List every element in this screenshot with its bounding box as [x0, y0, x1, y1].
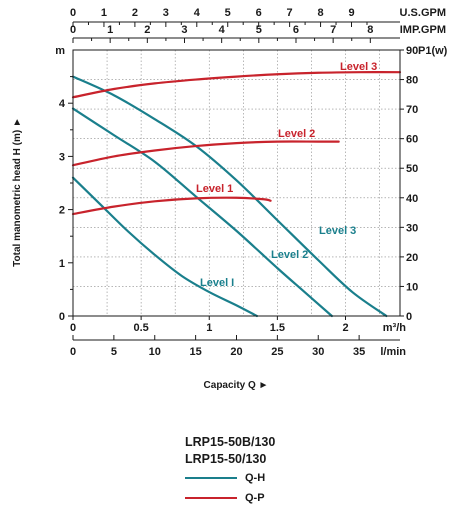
x-tick-label: 1 — [206, 322, 212, 334]
usgpm-tick-label: 4 — [194, 7, 201, 19]
x-tick-label: 1.5 — [270, 322, 285, 334]
usgpm-tick-label: 6 — [256, 7, 262, 19]
lmin-tick-label: 5 — [111, 346, 117, 358]
qh-label-level-i: Level I — [200, 277, 234, 289]
axes — [68, 21, 404, 341]
lmin-tick-label: 0 — [70, 346, 76, 358]
y2-tick-label: 70 — [406, 104, 418, 116]
qh-label-level-2: Level 2 — [271, 249, 308, 261]
qh-curve-level-2 — [71, 107, 333, 318]
qp-curve-level-2 — [71, 140, 340, 167]
qh-label-level-3: Level 3 — [319, 225, 356, 237]
usgpm-tick-label: 3 — [163, 7, 169, 19]
legend-label-qh: Q-H — [245, 472, 266, 484]
qp-label-level-2: Level 2 — [278, 128, 315, 140]
lmin-tick-label: 20 — [230, 346, 242, 358]
usgpm-tick-label: 8 — [318, 7, 324, 19]
legend-swatch-qh — [185, 477, 237, 479]
usgpm-tick-label: 5 — [225, 7, 231, 19]
y-tick-label: 0 — [59, 311, 65, 323]
plot-area — [73, 50, 400, 316]
impgpm-tick-label: 6 — [293, 24, 299, 36]
impgpm-tick-label: 7 — [330, 24, 336, 36]
y2-tick-label: 80 — [406, 75, 418, 87]
grid — [73, 49, 400, 317]
y2-tick-label: 60 — [406, 134, 418, 146]
qh-curve-level-i — [71, 176, 259, 318]
y-tick-label: 3 — [59, 151, 65, 163]
y2-tick-label: 0 — [406, 311, 412, 323]
usgpm-tick-label: 1 — [101, 7, 107, 19]
lmin-tick-label: 35 — [353, 346, 365, 358]
y2-tick-label: 40 — [406, 193, 418, 205]
impgpm-tick-label: 3 — [181, 24, 187, 36]
qp-curve-level-1 — [71, 196, 272, 216]
model-name-2: LRP15-50/130 — [185, 452, 267, 466]
usgpm-tick-label: 7 — [287, 7, 293, 19]
qp-label-level-1: Level 1 — [196, 183, 233, 195]
impgpm-tick-label: 4 — [219, 24, 226, 36]
usgpm-tick-label: 2 — [132, 7, 138, 19]
lmin-tick-label: 10 — [149, 346, 161, 358]
y-tick-label: 1 — [59, 258, 65, 270]
x-tick-label: 2 — [342, 322, 348, 334]
lmin-tick-label: 15 — [190, 346, 202, 358]
qp-curve-level-3 — [71, 71, 402, 99]
x-axis-title: Capacity Q ► — [204, 380, 269, 391]
y-tick-label: 4 — [59, 98, 66, 110]
x-unit-label: m³/h — [383, 322, 407, 334]
y-unit-label: m — [55, 45, 65, 57]
usgpm-unit-label: U.S.GPM — [400, 7, 446, 19]
impgpm-unit-label: IMP.GPM — [400, 24, 446, 36]
qh-curve-level-3 — [71, 75, 388, 318]
impgpm-tick-label: 2 — [144, 24, 150, 36]
y2-tick-label: 50 — [406, 163, 418, 175]
impgpm-tick-label: 1 — [107, 24, 113, 36]
y-axis-title: Total manometric head H (m) ► — [12, 117, 23, 267]
y2-unit-label: P1(w) — [418, 45, 448, 57]
y2-tick-label: 30 — [406, 222, 418, 234]
model-name-1: LRP15-50B/130 — [185, 435, 276, 449]
y2-tick-label: 10 — [406, 281, 418, 293]
legend-item-qp: Q-P — [185, 488, 275, 508]
legend-item-qh: Q-H — [185, 468, 275, 488]
impgpm-tick-label: 5 — [256, 24, 262, 36]
y2-tick-label: 90 — [406, 45, 418, 57]
impgpm-tick-label: 0 — [70, 24, 76, 36]
lmin-tick-label: 25 — [271, 346, 283, 358]
impgpm-tick-label: 8 — [367, 24, 373, 36]
y2-tick-label: 20 — [406, 252, 418, 264]
usgpm-tick-label: 9 — [348, 7, 354, 19]
lmin-unit-label: l/min — [380, 346, 406, 358]
qp-label-level-3: Level 3 — [340, 61, 377, 73]
legend-swatch-qp — [185, 497, 237, 499]
usgpm-tick-label: 0 — [70, 7, 76, 19]
lmin-tick-label: 30 — [312, 346, 324, 358]
pump-performance-chart: Level 3 Level 2 Level I Level 3 Level 2 Level… — [12, 7, 448, 391]
chart-marks: Level 3 Level 2 Level I Level 3 Level 2 Level… — [71, 61, 402, 318]
x-tick-label: 0.5 — [133, 322, 148, 334]
y-tick-label: 2 — [59, 205, 65, 217]
legend: LRP15-50B/130 LRP15-50/130 Q-H Q-P — [185, 434, 275, 508]
legend-label-qp: Q-P — [245, 492, 265, 504]
x-tick-label: 0 — [70, 322, 76, 334]
